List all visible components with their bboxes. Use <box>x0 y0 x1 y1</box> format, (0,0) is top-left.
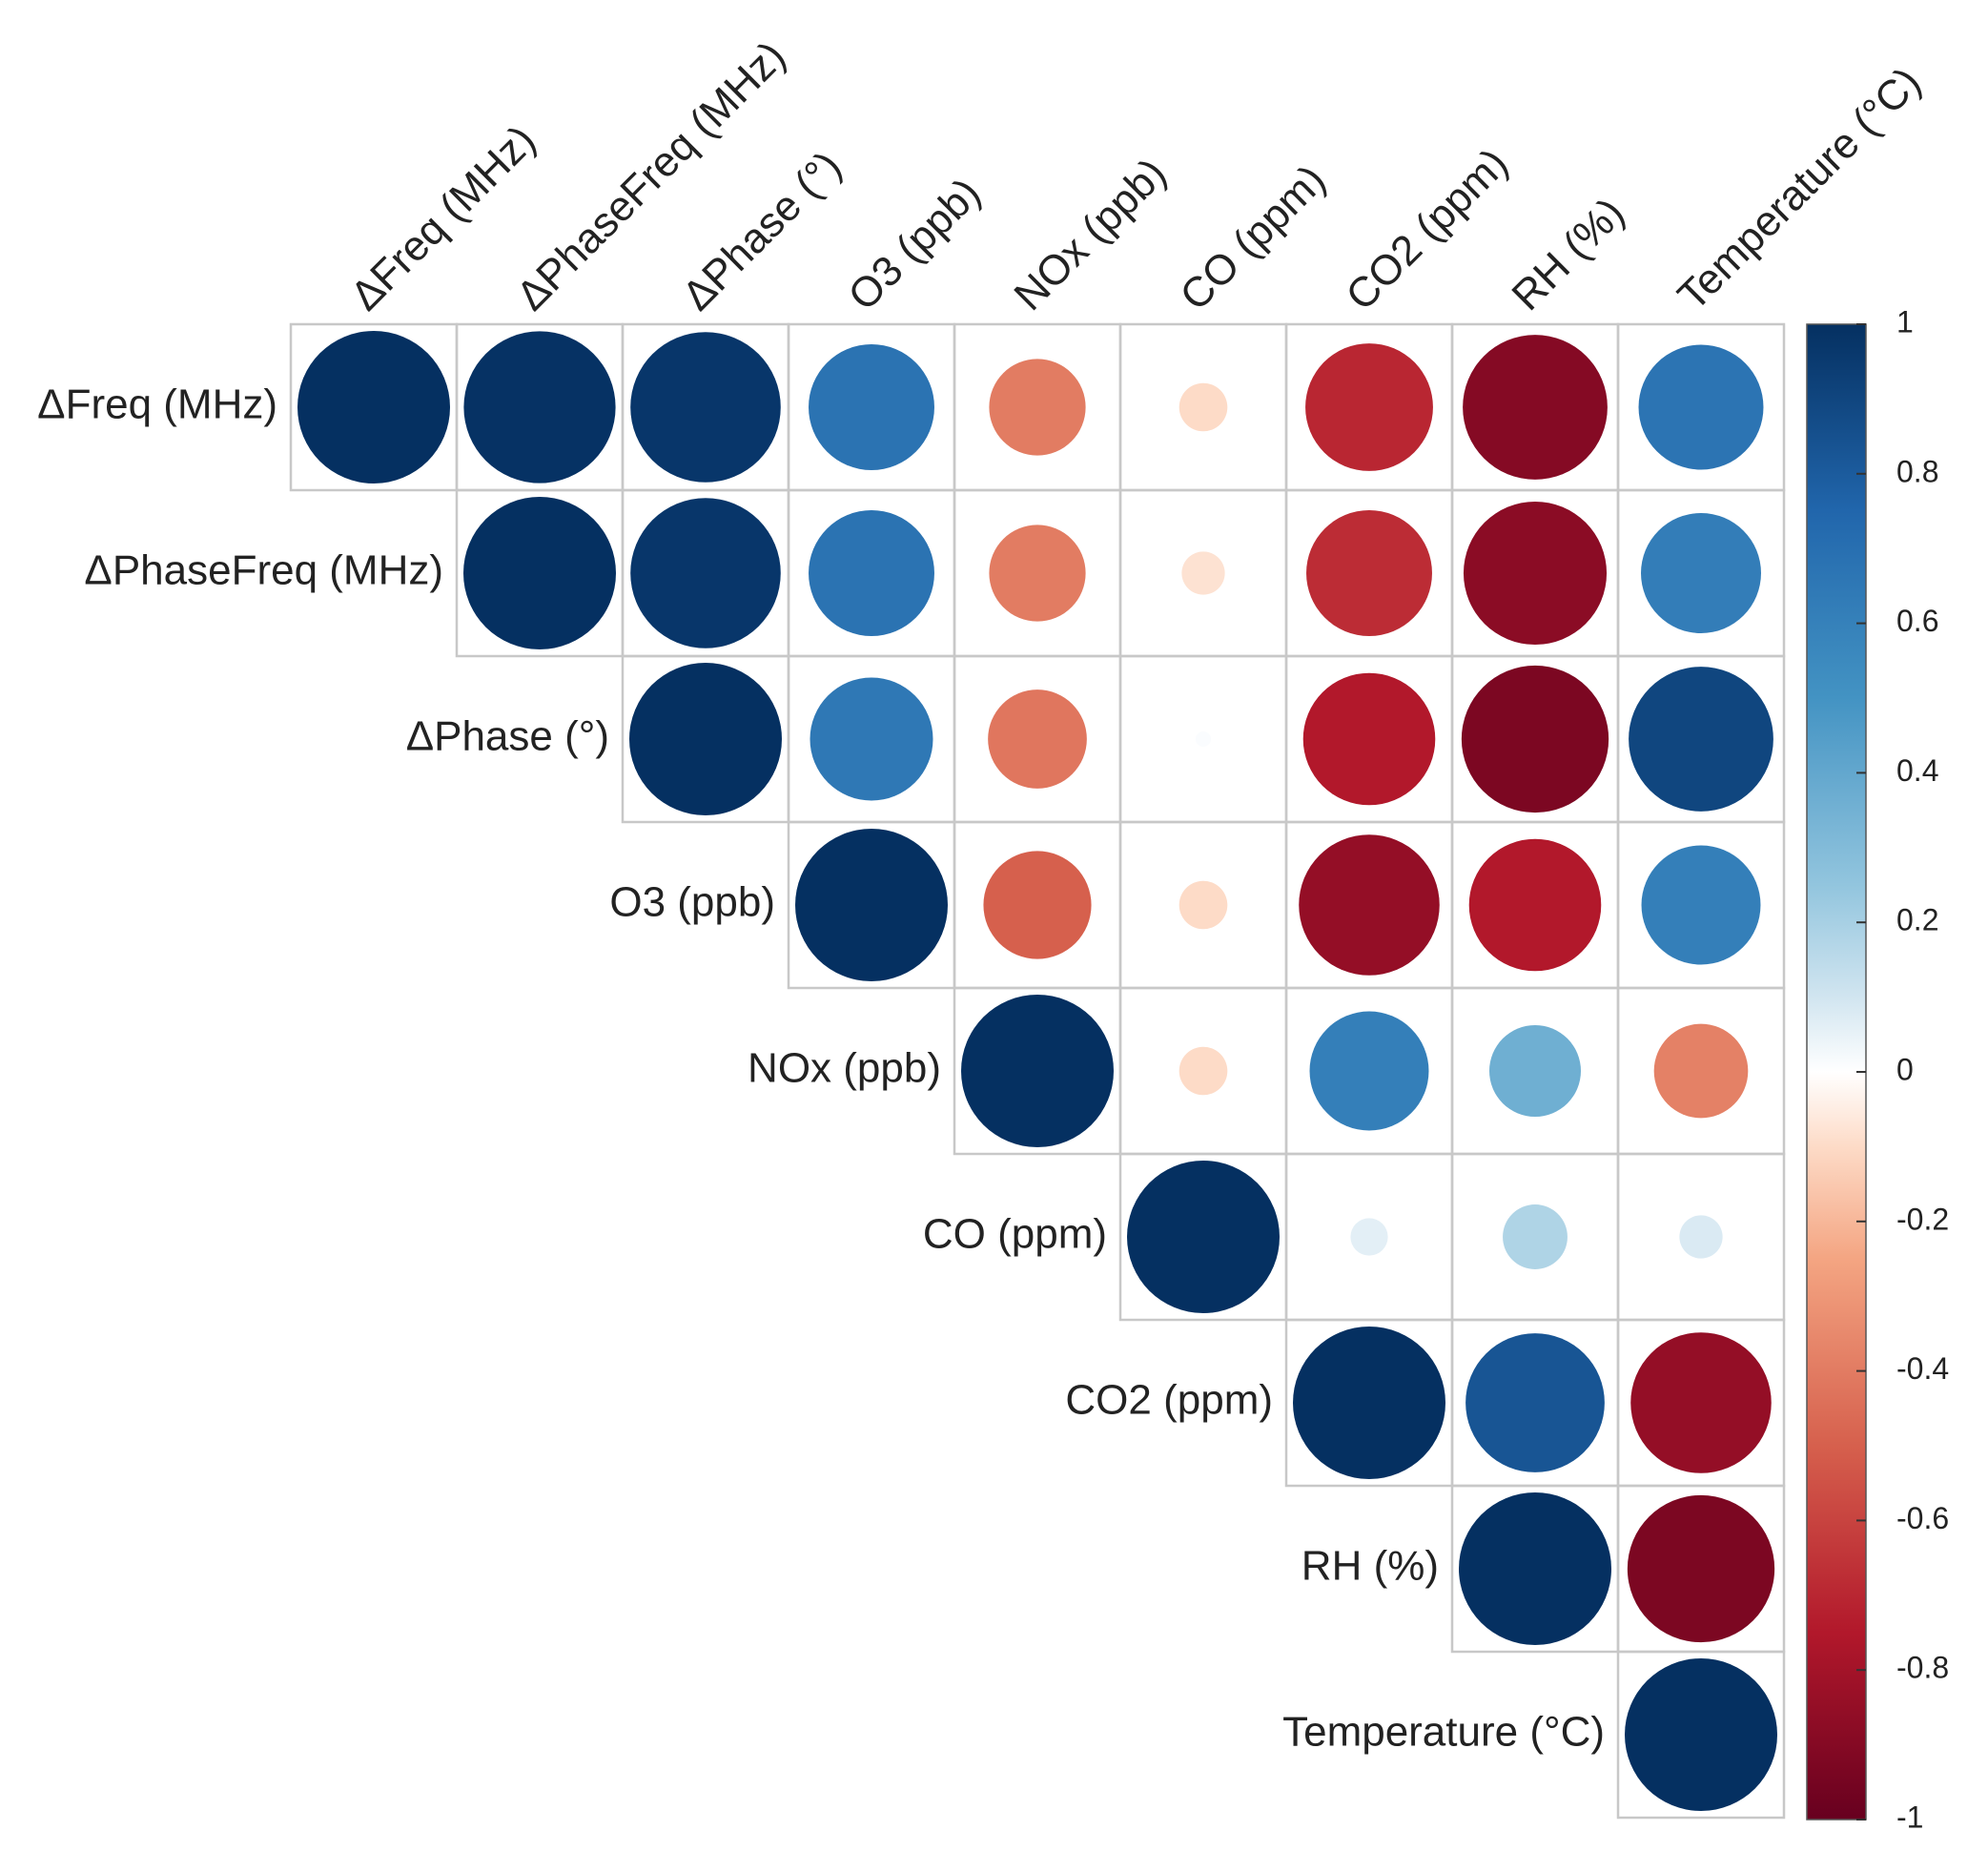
corr-circle-0-3 <box>809 344 934 470</box>
col-label-temperature-c: Temperature (°C) <box>1669 58 1930 319</box>
corr-circle-2-7 <box>1461 665 1609 813</box>
colorbar-tick-label: -0.4 <box>1896 1351 1949 1386</box>
corr-circle-5-5 <box>1127 1161 1280 1313</box>
corr-circle-1-2 <box>630 498 781 648</box>
corr-circle-0-1 <box>463 331 616 483</box>
col-label-rh: RH (%) <box>1503 189 1633 319</box>
colorbar-tick-label: -0.2 <box>1896 1202 1949 1236</box>
col-label-phase: ΔPhase (°) <box>673 143 850 319</box>
corr-circle-0-8 <box>1638 344 1764 470</box>
corr-circle-0-0 <box>297 331 450 483</box>
colorbar-tick-label: 0.8 <box>1896 454 1938 488</box>
corr-circle-0-6 <box>1305 343 1433 471</box>
row-label-freq-mhz: ΔFreq (MHz) <box>37 381 277 428</box>
corr-circle-7-8 <box>1627 1494 1775 1643</box>
col-label-o3-ppb: O3 (ppb) <box>839 170 989 319</box>
corr-circle-2-5 <box>1196 731 1211 747</box>
corr-circle-2-6 <box>1302 672 1436 806</box>
corr-circle-1-1 <box>463 497 616 649</box>
corr-circle-1-7 <box>1463 501 1608 646</box>
corr-circle-6-8 <box>1630 1332 1772 1473</box>
corr-circle-0-5 <box>1178 382 1228 432</box>
corr-circle-3-6 <box>1299 834 1440 976</box>
corr-circle-3-5 <box>1178 880 1228 930</box>
corr-circle-4-7 <box>1489 1025 1581 1117</box>
colorbar-tick-label: 0 <box>1896 1052 1914 1086</box>
row-label-temperature-c: Temperature (°C) <box>1282 1709 1605 1756</box>
corr-circle-7-7 <box>1459 1492 1611 1645</box>
corr-circle-5-8 <box>1679 1215 1723 1259</box>
corr-circle-4-6 <box>1309 1011 1429 1131</box>
colorbar-tick-label: -1 <box>1896 1800 1923 1834</box>
corr-circle-2-4 <box>988 689 1087 789</box>
row-label-rh: RH (%) <box>1301 1543 1439 1590</box>
row-label-phasefreq-mhz: ΔPhaseFreq (MHz) <box>84 547 443 594</box>
col-label-phasefreq-mhz: ΔPhaseFreq (MHz) <box>507 32 794 319</box>
corr-circle-2-2 <box>629 663 782 815</box>
corr-circle-4-5 <box>1178 1046 1228 1096</box>
col-label-co2-ppm: CO2 (ppm) <box>1337 140 1517 320</box>
row-label-phase: ΔPhase (°) <box>406 713 609 760</box>
circles-layer <box>297 331 1777 1811</box>
row-labels: ΔFreq (MHz) ΔPhaseFreq (MHz) ΔPhase (°) O3 … <box>37 381 1605 1756</box>
row-label-co-ppm: CO (ppm) <box>923 1211 1107 1258</box>
corr-circle-0-7 <box>1463 335 1608 480</box>
corr-circle-1-5 <box>1181 551 1225 595</box>
cell-8-8 <box>1616 1650 1786 1820</box>
row-label-co2-ppm: CO2 (ppm) <box>1065 1377 1273 1424</box>
corr-circle-1-8 <box>1641 513 1761 633</box>
column-labels: ΔFreq (MHz)ΔPhaseFreq (MHz)ΔPhase (°)O3 … <box>341 32 1930 319</box>
col-label-co-ppm: CO (ppm) <box>1171 156 1334 319</box>
colorbar-tick-label: -0.6 <box>1896 1501 1949 1535</box>
corr-circle-0-4 <box>989 359 1086 456</box>
corr-circle-6-6 <box>1293 1327 1445 1479</box>
corr-circle-3-7 <box>1468 838 1602 972</box>
corr-circle-3-3 <box>795 829 948 981</box>
corr-circle-1-3 <box>809 510 934 636</box>
corr-circle-6-7 <box>1465 1333 1605 1472</box>
corr-circle-2-8 <box>1629 667 1773 812</box>
cells-layer <box>289 322 1786 1820</box>
corr-circle-5-7 <box>1503 1204 1568 1269</box>
corr-circle-5-6 <box>1350 1218 1388 1256</box>
corr-circle-3-4 <box>983 851 1092 959</box>
colorbar-tick-label: 1 <box>1896 304 1914 339</box>
colorbar-tick-label: 0.4 <box>1896 753 1938 788</box>
row-label-o3-ppb: O3 (ppb) <box>609 879 775 926</box>
corr-circle-3-8 <box>1641 845 1761 965</box>
corr-circle-0-2 <box>630 332 781 483</box>
corr-circle-4-4 <box>961 995 1114 1147</box>
colorbar-tick-label: 0.2 <box>1896 903 1938 937</box>
corr-circle-4-8 <box>1653 1023 1749 1119</box>
colorbar-tick-label: -0.8 <box>1896 1651 1949 1685</box>
colorbar-tick-label: 0.6 <box>1896 604 1938 638</box>
col-label-nox-ppb: NOx (ppb) <box>1005 150 1175 319</box>
row-label-nox-ppb: NOx (ppb) <box>748 1045 941 1092</box>
corr-circle-1-4 <box>989 525 1086 622</box>
corr-circle-8-8 <box>1625 1658 1777 1811</box>
colorbar: 1 0.8 0.6 0.4 0.2 0 -0.2 -0.4 -0.6 -0.8 -1 <box>1806 304 1949 1834</box>
corr-circle-2-3 <box>810 677 933 801</box>
corr-circle-1-6 <box>1306 510 1432 636</box>
